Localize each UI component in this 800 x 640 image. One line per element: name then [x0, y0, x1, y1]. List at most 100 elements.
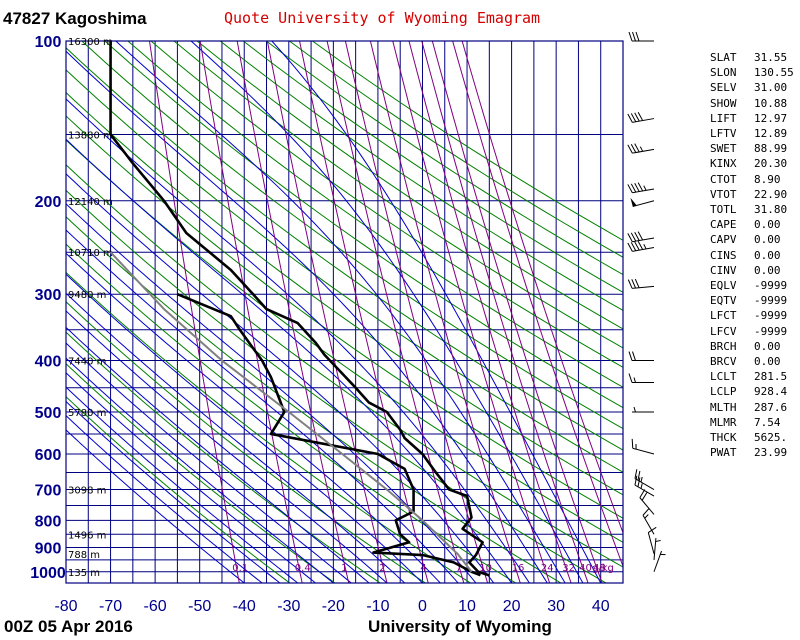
dry-adiabat — [66, 115, 623, 519]
wind-barb-flag — [627, 184, 633, 194]
dry-adiabat — [66, 363, 336, 583]
index-row: LFCT -9999 — [710, 308, 794, 323]
index-row: LIFT 12.97 — [710, 111, 794, 126]
index-key: VTOT — [710, 187, 737, 201]
dry-adiabat — [66, 139, 623, 543]
dry-adiabat — [66, 189, 607, 583]
index-key: THCK — [710, 431, 737, 445]
index-key: CINS — [710, 248, 737, 262]
index-value: 12.89 — [754, 127, 788, 141]
temperature-tick-label: -30 — [277, 598, 300, 615]
index-row: EQLV -9999 — [710, 278, 794, 293]
chart-title: Quote University of Wyoming Emagram — [224, 9, 541, 27]
index-row: TOTL 31.80 — [710, 202, 794, 217]
wind-barb-flag — [637, 477, 641, 487]
profile-series-2 — [109, 251, 473, 573]
height-label: 788 m — [68, 550, 100, 561]
wind-barb-staff — [642, 514, 655, 535]
wind-barb-staff — [647, 532, 655, 554]
moist-adiabat — [271, 41, 602, 583]
dry-adiabat — [127, 41, 623, 388]
wind-barb — [642, 507, 655, 535]
wind-barb-half-flag — [633, 377, 636, 383]
moist-adiabat — [66, 372, 316, 583]
index-value: 5625. — [754, 431, 788, 445]
wind-barb-flag — [632, 31, 636, 42]
mixing-ratio-label: 0.1 — [232, 563, 248, 574]
wind-barb-flag — [641, 491, 648, 501]
mixing-ratio-line — [344, 41, 489, 583]
height-label: 5780 m — [68, 408, 106, 419]
wind-barb-half-flag — [655, 539, 661, 542]
wind-barb-staff — [653, 550, 662, 572]
dry-adiabat — [150, 41, 623, 368]
mixing-ratio-line — [461, 41, 623, 535]
wind-barb — [627, 231, 655, 243]
mixing-ratio-line — [392, 41, 551, 583]
index-key: MLMR — [710, 415, 737, 429]
mixing-ratio-label: 32 — [562, 563, 575, 574]
mixing-ratio-line — [452, 41, 623, 568]
index-row: SLON 130.55 — [710, 65, 794, 80]
plot-frame — [65, 40, 624, 584]
wind-barb-staff — [632, 285, 655, 289]
wind-barb-flag — [637, 470, 641, 481]
index-row: THCK 5625. — [710, 430, 794, 445]
index-value: 12.97 — [754, 111, 788, 125]
index-row: MLMR 7.54 — [710, 415, 794, 430]
index-key: LFCT — [710, 309, 737, 323]
index-value: 287.6 — [754, 400, 788, 414]
dry-adiabat — [81, 41, 623, 430]
wind-barb-pennant — [630, 197, 637, 207]
dry-adiabat — [66, 331, 381, 583]
wind-barb-flag — [630, 113, 637, 123]
dry-adiabat — [173, 41, 623, 349]
temperature-tick-label: -80 — [54, 598, 77, 615]
dry-adiabat — [196, 41, 623, 330]
wind-barb-half-flag — [633, 406, 636, 413]
dry-adiabat — [66, 243, 516, 583]
index-row: MLTH 287.6 — [710, 400, 794, 415]
observation-time: 00Z 05 Apr 2016 — [4, 617, 133, 636]
pressure-tick-label: 900 — [35, 540, 62, 557]
index-row: SLAT 31.55 — [710, 50, 794, 65]
index-key: KINX — [710, 157, 737, 171]
wind-barb — [627, 240, 655, 252]
dry-adiabat — [66, 271, 471, 583]
dry-adiabat — [265, 41, 623, 276]
mixing-ratio-line — [326, 41, 465, 583]
pressure-tick-label: 100 — [35, 34, 62, 51]
index-key: BRCH — [710, 339, 737, 353]
height-label: 135 m — [68, 568, 100, 579]
wind-barb-staff — [653, 537, 657, 560]
wind-barb-flag — [634, 112, 640, 122]
index-value: 8.90 — [754, 172, 781, 186]
wind-barb — [631, 438, 655, 455]
mixing-ratio-label: 7 — [456, 563, 462, 574]
index-key: CINV — [710, 263, 737, 277]
mixing-ratio-line — [369, 41, 521, 583]
moist-adiabat — [66, 98, 530, 583]
wind-barb-half-flag — [639, 146, 644, 152]
moist-adiabat — [66, 138, 513, 583]
wind-barb — [634, 469, 655, 490]
dry-adiabat — [66, 164, 623, 568]
temperature-tick-label: 10 — [458, 598, 476, 615]
pressure-tick-label: 600 — [35, 447, 62, 464]
wind-barb-half-flag — [640, 476, 643, 483]
index-value: 0.00 — [754, 263, 781, 277]
moist-adiabat — [66, 203, 477, 583]
index-value: 23.99 — [754, 446, 788, 460]
temperature-tick-label: 20 — [503, 598, 521, 615]
wind-barb — [628, 373, 654, 384]
index-key: CTOT — [710, 172, 737, 186]
index-value: 0.00 — [754, 218, 781, 232]
index-value: 130.55 — [754, 66, 794, 80]
wind-barb — [627, 182, 655, 194]
pressure-tick-label: 700 — [35, 483, 62, 500]
moist-adiabat — [66, 173, 495, 583]
wind-barb-staff — [632, 188, 655, 194]
wind-barb-flag — [628, 373, 633, 383]
wind-barb-flag — [642, 507, 650, 516]
index-row: CINV 0.00 — [710, 263, 794, 278]
